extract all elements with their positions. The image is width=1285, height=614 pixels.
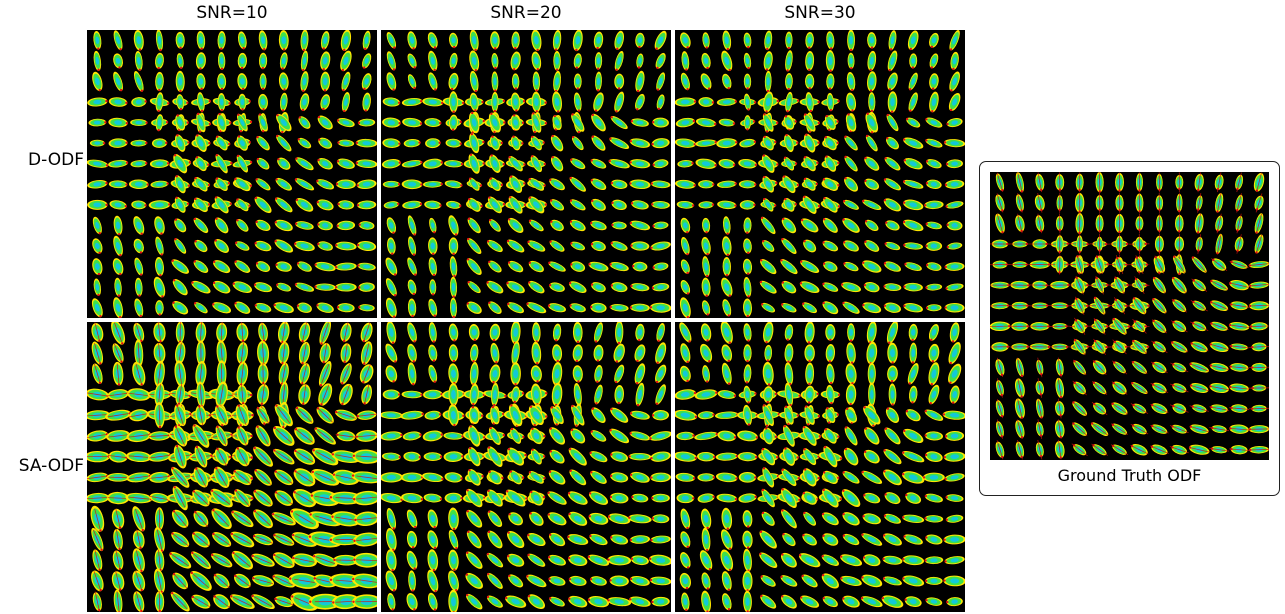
- column-title-snr20: SNR=20: [490, 3, 562, 23]
- panel-d-odf-snr10: [87, 30, 377, 318]
- row-label-sa-odf: SA-ODF: [18, 456, 84, 476]
- odf-glyph-field: [675, 322, 965, 612]
- column-title-snr30: SNR=30: [784, 3, 856, 23]
- odf-glyph-field: [87, 30, 377, 318]
- odf-glyph-field: [381, 30, 671, 318]
- glyph-group: [990, 172, 1269, 460]
- glyph-group: [675, 30, 965, 318]
- panel-sa-odf-snr30: [675, 322, 965, 612]
- odf-glyph-field: [675, 30, 965, 318]
- panel-sa-odf-snr20: [381, 322, 671, 612]
- odf-glyph-field: [87, 322, 377, 612]
- odf-glyph-field: [381, 322, 671, 612]
- glyph-group: [87, 322, 377, 612]
- glyph-group: [381, 322, 671, 612]
- panel-d-odf-snr20: [381, 30, 671, 318]
- column-title-snr10: SNR=10: [196, 3, 268, 23]
- glyph-group: [381, 30, 671, 318]
- odf-glyph-field: [990, 172, 1269, 460]
- glyph-group: [87, 30, 377, 318]
- panel-d-odf-snr30: [675, 30, 965, 318]
- ground-truth-box: Ground Truth ODF: [979, 161, 1280, 496]
- ground-truth-caption: Ground Truth ODF: [1057, 466, 1202, 485]
- panel-sa-odf-snr10: [87, 322, 377, 612]
- row-label-d-odf: D-ODF: [28, 150, 84, 170]
- glyph-group: [675, 322, 965, 612]
- panel-ground-truth-odf: [990, 172, 1269, 460]
